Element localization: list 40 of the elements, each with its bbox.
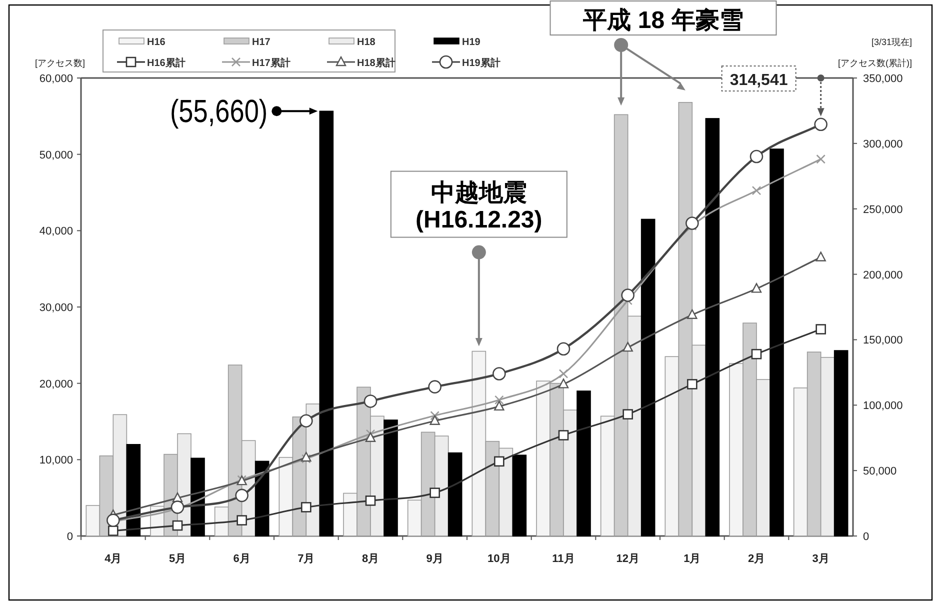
x-tick-label: 11月 (552, 553, 575, 565)
legend-label: H18 (357, 37, 376, 48)
annotation: 314,541 (730, 72, 788, 89)
x-tick-label: 6月 (233, 553, 250, 565)
x-tick-label: 5月 (168, 553, 186, 565)
legend-label: H17累計 (252, 57, 290, 69)
y2-tick-label: 300,000 (863, 138, 903, 150)
x-tick-label: 4月 (104, 553, 122, 565)
x-tick-label: 3月 (812, 553, 830, 565)
y-tick-label: 40,000 (39, 226, 73, 238)
legend-label: H16累計 (147, 57, 186, 69)
y2-tick-label: 50,000 (863, 466, 897, 478)
x-tick-label: 12月 (616, 553, 640, 565)
y2-tick-label: 250,000 (863, 204, 903, 216)
legend-label: H17 (252, 37, 271, 48)
legend-label: H19累計 (462, 57, 500, 69)
y-tick-label: 50,000 (39, 149, 73, 162)
x-tick-label: 7月 (298, 553, 315, 565)
x-tick-label: 2月 (748, 553, 766, 565)
legend-label: H18累計 (357, 57, 396, 69)
y2-tick-label: 200,000 (863, 269, 903, 282)
y2-tick-label: 100,000 (863, 400, 903, 412)
x-tick-label: 8月 (362, 553, 380, 565)
y-axis-title: [アクセス数] (34, 58, 86, 68)
annotation: (55,660) (170, 94, 268, 130)
y2-axis-title: [アクセス数(累計)] (838, 58, 912, 68)
x-tick-label: 9月 (426, 553, 444, 565)
y-tick-label: 10,000 (39, 454, 73, 467)
annotation: 中越地震 (H16.12.23) (416, 179, 542, 234)
y-tick-label: 0 (66, 531, 73, 543)
legend-label: H16 (147, 37, 166, 48)
y-tick-label: 30,000 (39, 302, 73, 314)
y2-tick-label: 350,000 (863, 73, 903, 85)
x-tick-label: 1月 (684, 553, 701, 565)
y2-tick-label: 0 (863, 531, 870, 543)
x-tick-label: 10月 (488, 553, 511, 565)
y-tick-label: 60,000 (39, 73, 73, 85)
legend-label: H19 (462, 37, 481, 48)
y2-tick-label: 150,000 (863, 334, 903, 347)
y-tick-label: 20,000 (39, 378, 73, 390)
